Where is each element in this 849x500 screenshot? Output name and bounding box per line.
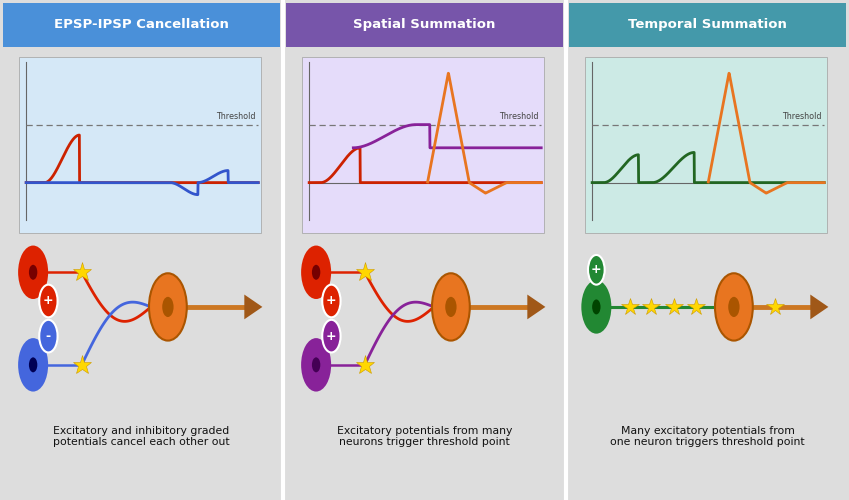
Circle shape — [18, 246, 48, 299]
Text: Excitatory and inhibitory graded
potentials cancel each other out: Excitatory and inhibitory graded potenti… — [53, 426, 230, 448]
Text: Temporal Summation: Temporal Summation — [628, 18, 787, 31]
Text: Threshold: Threshold — [216, 112, 256, 120]
Text: +: + — [326, 294, 337, 308]
Text: EPSP-IPSP Cancellation: EPSP-IPSP Cancellation — [54, 18, 229, 31]
Circle shape — [301, 338, 331, 392]
FancyBboxPatch shape — [302, 57, 544, 233]
Circle shape — [588, 255, 604, 284]
Polygon shape — [245, 294, 262, 320]
FancyBboxPatch shape — [569, 2, 846, 47]
Circle shape — [39, 284, 58, 318]
Polygon shape — [527, 294, 545, 320]
Text: +: + — [43, 294, 53, 308]
FancyBboxPatch shape — [3, 2, 280, 47]
Circle shape — [715, 274, 753, 340]
Text: Excitatory potentials from many
neurons trigger threshold point: Excitatory potentials from many neurons … — [337, 426, 512, 448]
Circle shape — [301, 246, 331, 299]
Circle shape — [39, 320, 58, 352]
Circle shape — [29, 358, 37, 372]
FancyBboxPatch shape — [20, 57, 261, 233]
Circle shape — [445, 297, 457, 317]
Circle shape — [728, 297, 739, 317]
Circle shape — [312, 265, 320, 280]
Polygon shape — [810, 294, 829, 320]
Circle shape — [323, 320, 340, 352]
Text: +: + — [326, 330, 337, 342]
Circle shape — [323, 284, 340, 318]
Circle shape — [582, 280, 611, 334]
Text: Threshold: Threshold — [782, 112, 822, 120]
Text: Many excitatory potentials from
one neuron triggers threshold point: Many excitatory potentials from one neur… — [610, 426, 805, 448]
Circle shape — [18, 338, 48, 392]
Text: Spatial Summation: Spatial Summation — [353, 18, 496, 31]
Circle shape — [162, 297, 173, 317]
Text: +: + — [591, 264, 602, 276]
Text: -: - — [46, 330, 51, 342]
FancyBboxPatch shape — [285, 2, 564, 47]
Text: Threshold: Threshold — [499, 112, 538, 120]
Circle shape — [149, 274, 187, 340]
Circle shape — [592, 300, 600, 314]
FancyBboxPatch shape — [585, 57, 827, 233]
Circle shape — [312, 358, 320, 372]
Circle shape — [29, 265, 37, 280]
Circle shape — [432, 274, 469, 340]
